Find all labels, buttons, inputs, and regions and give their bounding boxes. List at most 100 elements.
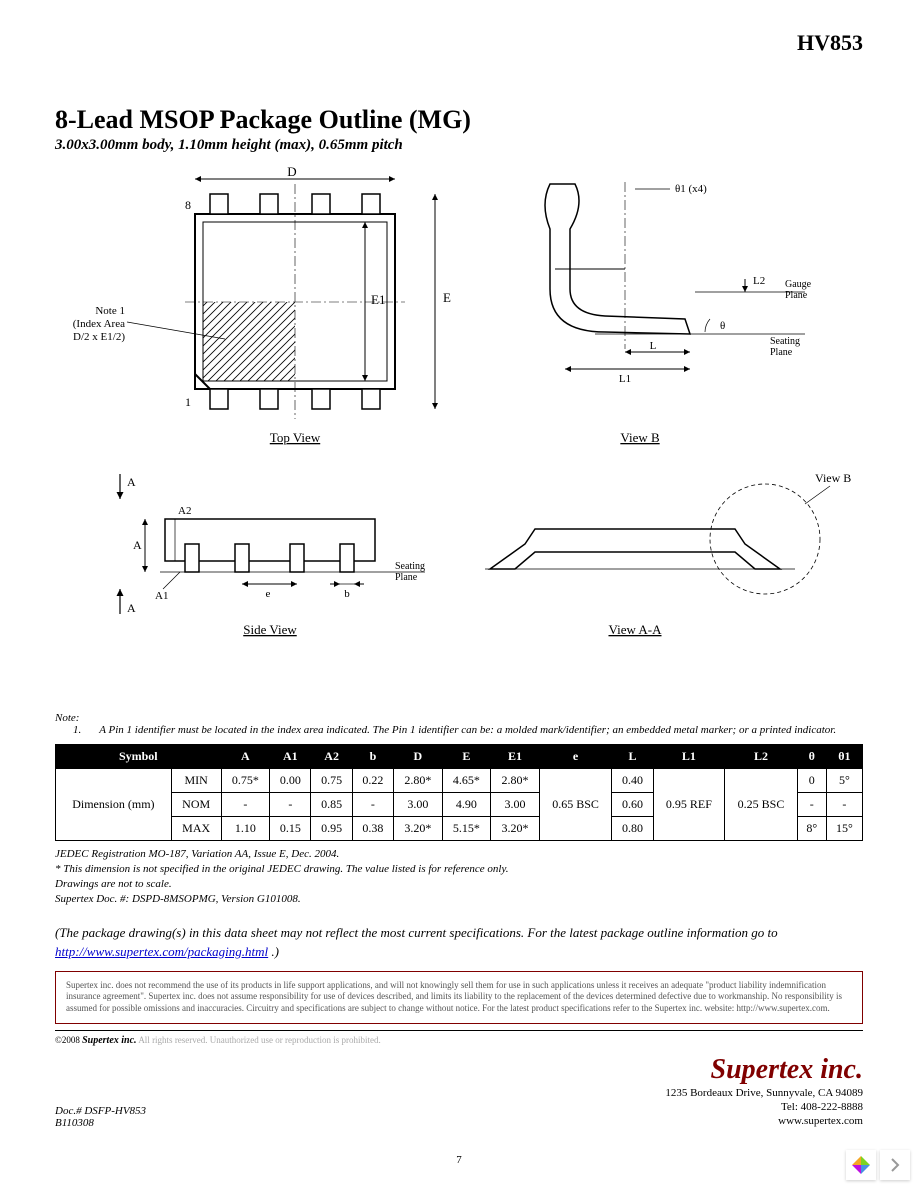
th: L (612, 745, 653, 769)
cell: 0.60 (612, 793, 653, 817)
cell: 4.90 (442, 793, 491, 817)
svg-text:Plane: Plane (770, 347, 793, 358)
package-note: (The package drawing(s) in this data she… (55, 924, 863, 960)
svg-text:E: E (443, 290, 451, 305)
note-heading: Note: (55, 712, 863, 724)
th: b (352, 745, 393, 769)
cell: 3.00 (394, 793, 443, 817)
th: A (221, 745, 270, 769)
svg-text:Seating: Seating (395, 561, 425, 572)
cell: - (352, 793, 393, 817)
nav-logo-icon[interactable] (846, 1150, 876, 1180)
cell: - (221, 793, 270, 817)
svg-text:e: e (266, 588, 271, 600)
copyright: ©2008 Supertex inc. All rights reserved.… (55, 1035, 381, 1046)
svg-text:E1: E1 (371, 292, 385, 307)
pkg-note-text2: .) (271, 944, 279, 959)
company-logo: Supertex inc. (665, 1054, 863, 1086)
svg-text:Side View: Side View (243, 622, 297, 637)
svg-text:View B: View B (620, 430, 660, 445)
footnote: Supertex Doc. #: DSPD-8MSOPMG, Version G… (55, 892, 863, 907)
cell: MAX (171, 817, 221, 841)
th: θ (797, 745, 826, 769)
th-symbol: Symbol (56, 745, 222, 769)
cell: 8° (797, 817, 826, 841)
cell: 0.22 (352, 769, 393, 793)
part-number: HV853 (797, 30, 863, 56)
cell: 0.38 (352, 817, 393, 841)
svg-text:θ1 (x4): θ1 (x4) (675, 183, 707, 195)
th: D (394, 745, 443, 769)
cell: - (270, 793, 311, 817)
svg-text:(Index Area: (Index Area (73, 318, 125, 330)
svg-text:Plane: Plane (785, 290, 808, 301)
cell: 5° (826, 769, 862, 793)
cell: 0.85 (311, 793, 352, 817)
cell: 0.80 (612, 817, 653, 841)
doc-info: Doc.# DSFP-HV853 B110308 (55, 1105, 146, 1129)
package-diagram: D E E1 8 1 Note 1 (Index Area D/2 x E1/2… (55, 164, 863, 684)
th: θ1 (826, 745, 862, 769)
svg-text:D/2 x E1/2): D/2 x E1/2) (73, 331, 125, 343)
nav-next-button[interactable] (880, 1150, 910, 1180)
cell: 5.15* (442, 817, 491, 841)
footnote: * This dimension is not specified in the… (55, 862, 863, 877)
cell: 0.40 (612, 769, 653, 793)
svg-text:Note 1: Note 1 (95, 305, 125, 317)
cell: 0.25 BSC (725, 769, 798, 841)
cell: 0.75* (221, 769, 270, 793)
svg-text:View B: View B (815, 471, 851, 485)
company-address: 1235 Bordeaux Drive, Sunnyvale, CA 94089… (665, 1086, 863, 1129)
cell: 3.20* (394, 817, 443, 841)
svg-text:Gauge: Gauge (785, 279, 812, 290)
doc-footer: Doc.# DSFP-HV853 B110308 Supertex inc. 1… (55, 1054, 863, 1129)
th: L1 (653, 745, 725, 769)
cell: NOM (171, 793, 221, 817)
cell: 3.00 (491, 793, 540, 817)
svg-text:Top View: Top View (270, 430, 321, 445)
pkg-note-text: (The package drawing(s) in this data she… (55, 925, 778, 940)
note-text: A Pin 1 identifier must be located in th… (99, 724, 836, 736)
svg-text:b: b (344, 588, 350, 600)
cell: 0 (797, 769, 826, 793)
th: L2 (725, 745, 798, 769)
svg-text:A1: A1 (155, 590, 168, 602)
nav-widget (846, 1150, 910, 1180)
svg-text:θ: θ (720, 320, 725, 332)
cell: MIN (171, 769, 221, 793)
disclaimer: Supertex inc. does not recommend the use… (55, 971, 863, 1024)
cell: 0.65 BSC (539, 769, 612, 841)
svg-text:View A-A: View A-A (608, 622, 662, 637)
svg-text:A2: A2 (178, 505, 191, 517)
cell: 4.65* (442, 769, 491, 793)
svg-text:L2: L2 (753, 275, 765, 287)
cell: 0.75 (311, 769, 352, 793)
footnote: Drawings are not to scale. (55, 877, 863, 892)
table-row: Dimension (mm) MIN 0.75* 0.00 0.75 0.22 … (56, 769, 863, 793)
cell: 3.20* (491, 817, 540, 841)
cell: 15° (826, 817, 862, 841)
page-title: 8-Lead MSOP Package Outline (MG) (55, 105, 863, 135)
svg-text:1: 1 (185, 395, 191, 409)
cell: - (797, 793, 826, 817)
th: e (539, 745, 612, 769)
note-num: 1. (73, 724, 81, 736)
svg-text:A: A (127, 475, 136, 489)
th: A2 (311, 745, 352, 769)
cell: 2.80* (491, 769, 540, 793)
company-block: Supertex inc. 1235 Bordeaux Drive, Sunny… (665, 1054, 863, 1129)
svg-text:8: 8 (185, 198, 191, 212)
cell: 2.80* (394, 769, 443, 793)
cell: 0.15 (270, 817, 311, 841)
svg-text:L1: L1 (619, 373, 631, 385)
table-footnotes: JEDEC Registration MO-187, Variation AA,… (55, 847, 863, 906)
svg-text:A: A (133, 538, 142, 552)
svg-text:A: A (127, 601, 136, 615)
table-header-row: Symbol A A1 A2 b D E E1 e L L1 L2 θ θ1 (56, 745, 863, 769)
dimension-table: Symbol A A1 A2 b D E E1 e L L1 L2 θ θ1 D… (55, 744, 863, 841)
svg-text:D: D (287, 164, 296, 179)
cell: 0.00 (270, 769, 311, 793)
packaging-link[interactable]: http://www.supertex.com/packaging.html (55, 944, 268, 959)
footnote: JEDEC Registration MO-187, Variation AA,… (55, 847, 863, 862)
svg-text:L: L (650, 340, 657, 352)
